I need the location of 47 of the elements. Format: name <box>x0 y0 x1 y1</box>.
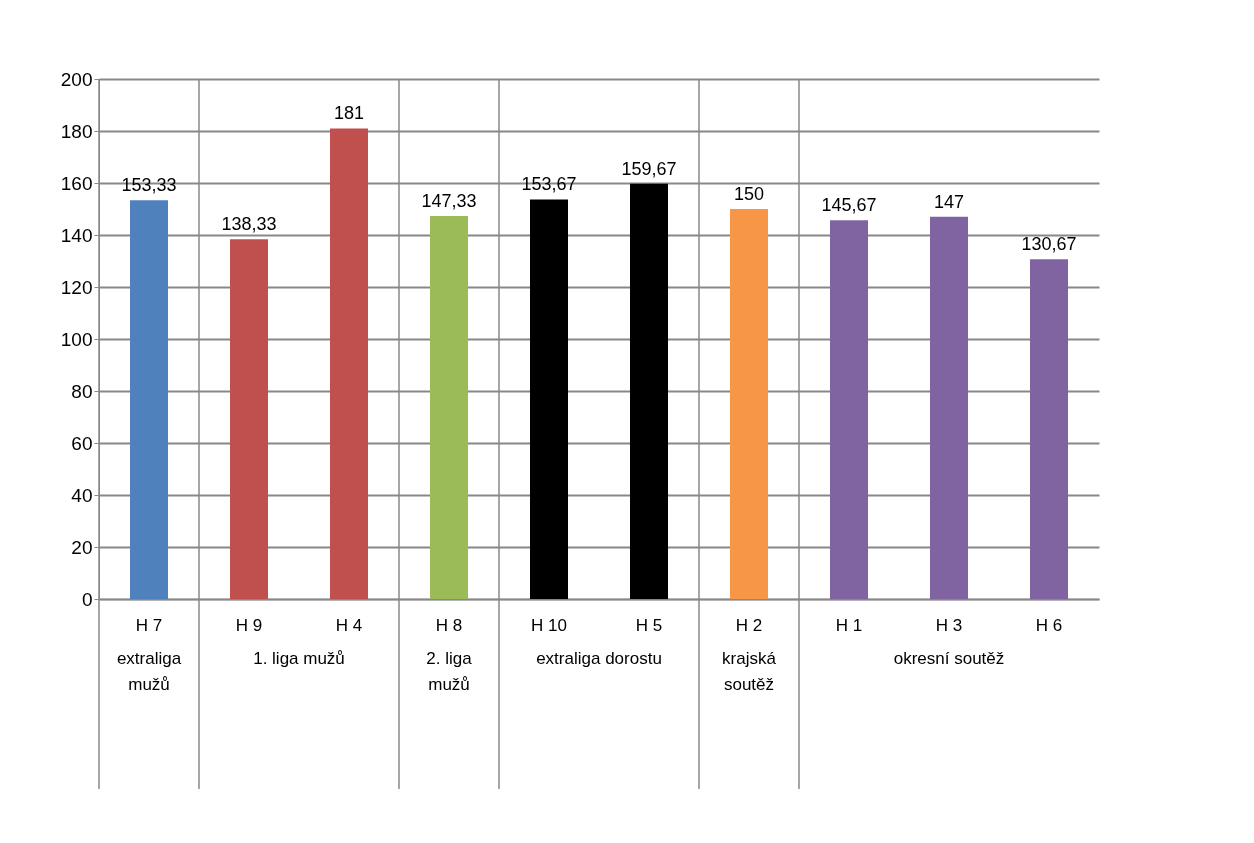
bar <box>930 216 968 599</box>
x-tick-label: H 3 <box>935 615 963 635</box>
text: 2. liga mužů <box>426 649 473 694</box>
bar <box>630 183 668 599</box>
text: extraliga dorostu <box>536 649 662 668</box>
x-tick-label: H 7 <box>135 615 163 635</box>
data-label: 130,67 <box>1021 234 1077 255</box>
text: extraliga mužů <box>116 649 182 694</box>
bar <box>330 128 368 599</box>
text: okresní soutěž <box>893 649 1005 668</box>
x-tick-label: H 10 <box>531 615 567 635</box>
data-label: 147,33 <box>421 190 477 211</box>
bar <box>130 200 168 599</box>
x-tick-label: H 4 <box>335 615 363 635</box>
x-tick-label: H 6 <box>1035 615 1063 635</box>
bar <box>1030 259 1068 599</box>
data-label: 150 <box>733 184 765 204</box>
x-tick-label: H 5 <box>635 615 663 635</box>
text: 1. liga mužů <box>253 649 345 668</box>
x-tick-label: H 1 <box>835 615 863 635</box>
y-tick-label: 140 <box>60 224 93 246</box>
y-tick-label: 40 <box>71 484 93 506</box>
data-label: 138,33 <box>221 214 277 235</box>
data-label: 147 <box>933 191 965 212</box>
data-label: 153,33 <box>121 175 177 196</box>
data-label: 159,67 <box>621 158 677 179</box>
x-tick-label: H 2 <box>735 615 763 635</box>
bar <box>730 209 768 599</box>
y-tick-label: 200 <box>60 68 93 90</box>
y-tick-label: 100 <box>60 328 93 350</box>
bar <box>430 215 468 599</box>
data-label: 153,67 <box>521 174 577 195</box>
bar <box>830 220 868 599</box>
y-tick-label: 120 <box>60 276 93 298</box>
y-tick-label: 180 <box>60 120 93 142</box>
y-tick-label: 60 <box>71 432 93 454</box>
y-tick-label: 160 <box>60 172 93 194</box>
y-tick-label: 0 <box>81 588 93 610</box>
data-label: 145,67 <box>821 195 877 216</box>
bar <box>530 199 568 599</box>
x-tick-label: H 9 <box>235 615 263 635</box>
data-label: 181 <box>333 103 365 124</box>
x-tick-label: H 8 <box>435 615 463 635</box>
y-tick-label: 80 <box>71 380 93 402</box>
bar <box>230 239 268 599</box>
y-tick-label: 20 <box>71 536 93 558</box>
text: krajská soutěž <box>722 649 777 694</box>
